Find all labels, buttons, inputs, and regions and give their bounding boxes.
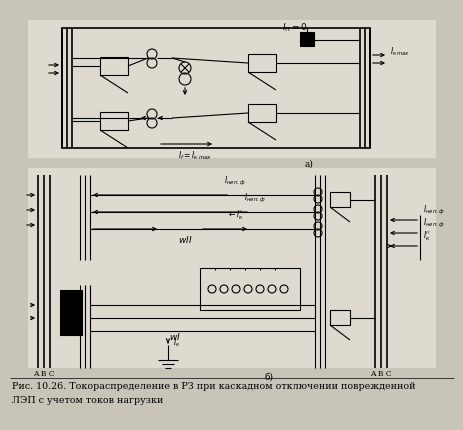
Bar: [200, 268, 300, 310]
Bar: [329, 192, 349, 207]
Text: $wII$: $wII$: [177, 234, 192, 245]
Text: A B C: A B C: [369, 370, 391, 378]
Bar: [62, 28, 369, 148]
Bar: [100, 112, 128, 130]
Text: $I_{неп.ф}$: $I_{неп.ф}$: [422, 217, 444, 230]
Text: Рис. 10.26. Токораспределение в РЗ при каскадном отключении поврежденной: Рис. 10.26. Токораспределение в РЗ при к…: [12, 382, 414, 391]
Bar: [60, 290, 82, 335]
Text: $I_{к}$: $I_{к}$: [173, 337, 180, 349]
Text: $wI$: $wI$: [169, 331, 181, 342]
Text: $I_{неп.ф}$: $I_{неп.ф}$: [244, 192, 265, 205]
Bar: [100, 57, 128, 75]
Bar: [247, 104, 275, 122]
Text: $I_{\Pi}=0$: $I_{\Pi}=0$: [282, 22, 307, 34]
Text: $\leftarrow I_{к}'$: $\leftarrow I_{к}'$: [226, 209, 243, 222]
Bar: [329, 310, 349, 325]
Text: б): б): [264, 373, 274, 382]
Bar: [247, 54, 275, 72]
Text: $I_f = I_{к\,max}$: $I_f = I_{к\,max}$: [178, 150, 212, 163]
Text: $I_{неп.ф}$: $I_{неп.ф}$: [422, 204, 444, 217]
Text: $I_{к\,max}$: $I_{к\,max}$: [389, 46, 409, 58]
Text: A B C: A B C: [33, 370, 55, 378]
Text: а): а): [304, 160, 313, 169]
Bar: [300, 32, 313, 46]
Bar: [28, 168, 435, 368]
Text: $I_{к}''$: $I_{к}''$: [422, 230, 430, 243]
Bar: [28, 20, 435, 158]
Text: $I_{неп.ф}$: $I_{неп.ф}$: [224, 175, 245, 188]
Text: ЛЭП с учетом токов нагрузки: ЛЭП с учетом токов нагрузки: [12, 396, 163, 405]
